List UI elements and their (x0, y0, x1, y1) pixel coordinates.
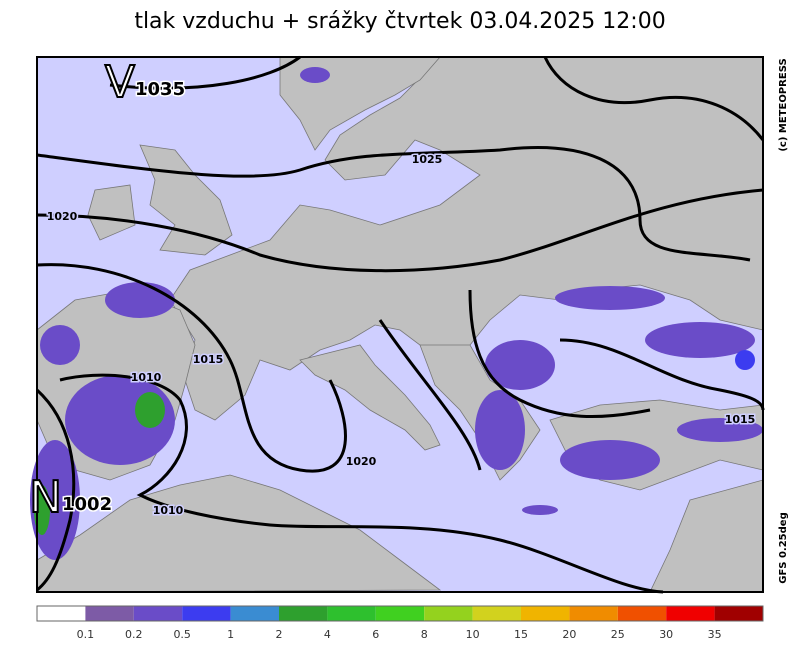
legend-swatch (327, 606, 376, 621)
legend-swatch (666, 606, 715, 621)
isobar (378, 319, 482, 471)
legend-label: 20 (562, 628, 576, 641)
legend-label: 0.2 (125, 628, 143, 641)
legend-swatch (85, 606, 134, 621)
legend-label: 25 (611, 628, 625, 641)
legend-label: 35 (708, 628, 722, 641)
legend-swatch (279, 606, 328, 621)
isobar (468, 289, 651, 419)
land-africa (36, 474, 442, 593)
center-value: 1002 (62, 494, 112, 515)
precipitation (135, 392, 165, 428)
precipitation (677, 418, 763, 442)
legend-label: 2 (276, 628, 283, 641)
legend-swatch (521, 606, 570, 621)
isobar (36, 188, 764, 273)
legend-label: 8 (421, 628, 428, 641)
legend-swatch (37, 606, 86, 621)
color-legend: 0.1 0.2 0.5 1 2 4 6 8 10 15 20 25 30 35 (36, 605, 764, 641)
map-frame (36, 56, 764, 593)
map-title: tlak vzduchu + srážky čtvrtek 03.04.2025… (134, 9, 665, 34)
isobar (559, 338, 765, 411)
precipitation (522, 505, 558, 515)
precipitation (560, 440, 660, 480)
legend-label: 0.1 (77, 628, 95, 641)
precipitation (735, 350, 755, 370)
legend-label: 0.5 (173, 628, 191, 641)
center-symbol: V (105, 57, 135, 108)
legend-swatch (472, 606, 521, 621)
legend-label: 30 (659, 628, 673, 641)
model-label: GFS 0.25deg (778, 512, 789, 584)
center-value: 1035 (135, 79, 185, 100)
isobar (35, 388, 76, 592)
pressure-centers: V 1035 N 1002 (28, 56, 187, 524)
center-symbol: N (29, 472, 62, 523)
land-italy (299, 344, 441, 451)
land-europe (169, 56, 764, 421)
legend-swatch (714, 606, 763, 621)
isobar (59, 373, 664, 594)
land-ireland (87, 184, 136, 241)
legend-swatch (569, 606, 618, 621)
legend-frame (36, 605, 764, 622)
land-britain (139, 144, 233, 256)
isobar-label: 1020 (47, 210, 78, 223)
legend-label: 1 (227, 628, 234, 641)
legend-swatch (133, 606, 183, 621)
precipitation (300, 67, 330, 83)
isobar-label: 1015 (725, 413, 756, 426)
legend-swatch (375, 606, 425, 621)
isobar-label: 1025 (412, 153, 443, 166)
legend-label: 15 (514, 628, 528, 641)
precipitation (105, 282, 175, 318)
isobar (109, 55, 301, 90)
precipitation (475, 390, 525, 470)
precipitation (485, 340, 555, 390)
isobar (36, 263, 347, 473)
isobar-label: 1010 (153, 504, 184, 517)
legend-label: 10 (466, 628, 480, 641)
isobar-label: 1015 (193, 353, 224, 366)
isobar-labels: 1025 1020 1015 1010 1020 1010 1015 (45, 152, 757, 519)
map (30, 55, 765, 594)
legend-label: 6 (372, 628, 379, 641)
isobar-label: 1020 (346, 455, 377, 468)
precipitation (40, 325, 80, 365)
precipitation (645, 322, 755, 358)
legend-swatch (182, 606, 231, 621)
isobar (36, 146, 751, 262)
isobar (543, 56, 765, 141)
copyright: (c) METEOPRESS (778, 58, 789, 151)
legend-label: 4 (324, 628, 331, 641)
isobar-label: 1010 (131, 371, 162, 384)
legend-swatch (230, 606, 279, 621)
precipitation (555, 286, 665, 310)
legend-swatch (424, 606, 473, 621)
legend-swatch (617, 606, 667, 621)
